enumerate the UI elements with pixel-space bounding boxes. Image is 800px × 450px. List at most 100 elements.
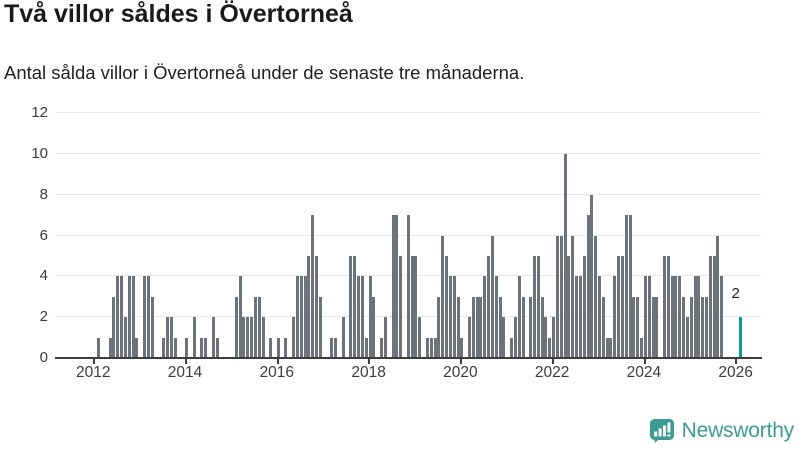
bar: [536, 255, 540, 358]
bar: [246, 317, 250, 358]
x-axis-tick: [276, 359, 279, 364]
bar: [135, 337, 139, 358]
bar: [685, 317, 689, 358]
bar: [448, 276, 452, 358]
bar: [295, 276, 299, 358]
bar: [513, 317, 517, 358]
y-tick-label: 4: [39, 267, 48, 285]
bar: [494, 276, 498, 358]
bar: [238, 276, 242, 358]
bar: [116, 276, 120, 358]
x-axis-line: [55, 357, 762, 359]
bar: [456, 296, 460, 358]
bar: [697, 276, 701, 358]
bar: [662, 255, 666, 358]
bar: [582, 255, 586, 358]
bar: [640, 337, 644, 358]
bar: [162, 337, 166, 358]
bar: [284, 337, 288, 358]
bar: [368, 276, 372, 358]
x-axis-tick: [93, 359, 95, 364]
bar: [429, 337, 433, 358]
bar: [215, 337, 219, 358]
bar: [250, 317, 254, 358]
bar: [601, 296, 605, 358]
bar: [467, 317, 471, 358]
bar: [433, 337, 437, 358]
bar: [131, 276, 135, 358]
bar: [613, 276, 617, 358]
bar: [666, 255, 670, 358]
x-tick-label: 2022: [534, 364, 570, 381]
newsworthy-icon: [649, 418, 675, 444]
x-tick-label: 2018: [351, 364, 386, 381]
bar: [418, 317, 422, 358]
bar: [559, 235, 563, 358]
bar: [146, 276, 150, 358]
x-tick-label: 2014: [167, 364, 203, 381]
bar: [544, 317, 548, 358]
bar: [410, 255, 414, 358]
bar: [307, 255, 311, 358]
bar: [437, 296, 441, 358]
bar: [169, 317, 173, 358]
bar: [330, 337, 334, 358]
bar: [689, 296, 693, 358]
bar: [471, 296, 475, 358]
bar: [548, 337, 552, 358]
bar: [552, 317, 556, 358]
bar: [123, 317, 127, 358]
x-tick-label: 2016: [259, 364, 295, 381]
x-axis-tick: [643, 359, 646, 364]
bar: [487, 255, 491, 358]
bar: [445, 255, 449, 358]
bar: [383, 317, 387, 358]
bar: [253, 296, 257, 358]
bar: [624, 215, 628, 358]
bar: [97, 337, 101, 358]
bar: [636, 296, 640, 358]
bar: [701, 296, 705, 358]
bar: [590, 194, 594, 358]
bar: [349, 255, 353, 358]
y-tick-label: 0: [39, 349, 48, 366]
gridline: [55, 193, 761, 195]
bar: [678, 276, 682, 358]
bar: [502, 317, 506, 358]
bar: [127, 276, 131, 358]
bar: [441, 235, 445, 358]
gridline: [55, 112, 761, 113]
bar: [150, 296, 154, 358]
bar: [261, 317, 265, 358]
y-tick-label: 10: [31, 144, 48, 162]
bar: [364, 337, 368, 358]
bar: [315, 255, 319, 358]
bar: [108, 337, 112, 358]
bar: [670, 276, 674, 358]
bar: [628, 215, 632, 358]
bar: [173, 337, 177, 358]
bar: [341, 317, 345, 358]
bar: [510, 337, 514, 358]
bar-chart-plot: 2: [55, 112, 767, 364]
bar: [475, 296, 479, 358]
bar: [360, 276, 364, 358]
bar: [532, 255, 536, 358]
bar: [567, 255, 571, 358]
bar: [334, 337, 338, 358]
bar: [257, 296, 261, 358]
bar: [120, 276, 124, 358]
bar: [605, 337, 609, 358]
bar: [234, 296, 238, 358]
bar: [620, 255, 624, 358]
bar: [597, 276, 601, 358]
bar: [299, 276, 303, 358]
bar: [708, 255, 712, 358]
bar: [521, 296, 525, 358]
bar: [693, 276, 697, 358]
bar: [540, 296, 544, 358]
bar: [609, 337, 613, 358]
x-axis-tick: [368, 359, 371, 364]
bar: [651, 296, 655, 358]
